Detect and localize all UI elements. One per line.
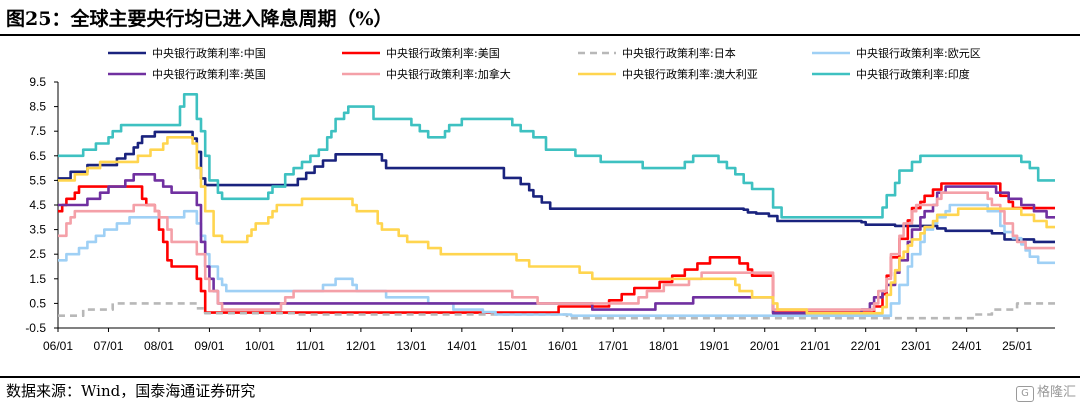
legend-label: 中央银行政策利率:英国 [152, 67, 266, 81]
watermark-logo-icon: G [1015, 386, 1034, 402]
top-rule [0, 34, 1080, 36]
line-chart: -0.5 0.5 1.5 2.5 3.5 4.5 5.5 6.5 7.5 8.5 9.5 06/01 0… [25, 46, 1055, 353]
x-tick-label: 21/01 [800, 339, 830, 353]
y-tick-label: 9.5 [29, 75, 46, 89]
x-tick-label: 11/01 [296, 339, 325, 353]
x-tick-label: 07/01 [93, 339, 123, 353]
x-tick-label: 18/01 [649, 339, 679, 353]
source-note: 数据来源：Wind，国泰海通证券研究 [6, 382, 256, 400]
y-tick-label: 7.5 [29, 124, 46, 138]
x-tick-label: 15/01 [497, 339, 527, 353]
x-tick-label: 22/01 [851, 339, 881, 353]
x-tick-label: 13/01 [396, 339, 426, 353]
series-line-5 [58, 191, 1055, 311]
legend-label: 中央银行政策利率:澳大利亚 [622, 67, 758, 81]
y-tick-label: 8.5 [29, 100, 46, 114]
x-tick-label: 20/01 [750, 339, 780, 353]
legend-label: 中央银行政策利率:美国 [386, 46, 500, 60]
bottom-rule [0, 376, 1080, 378]
y-tick-label: 4.5 [29, 198, 46, 212]
x-tick-label: 06/01 [43, 339, 73, 353]
series-line-3 [58, 203, 1055, 317]
watermark: G 格隆汇 [1015, 381, 1076, 402]
x-tick-label: 10/01 [245, 339, 275, 353]
x-tick-label: 16/01 [548, 339, 578, 353]
x-tick-label: 12/01 [346, 339, 376, 353]
figure-title: 图25：全球主要央行均已进入降息周期（%） [6, 8, 393, 30]
x-tick-label: 23/01 [901, 339, 931, 353]
y-tick-label: 5.5 [29, 173, 46, 187]
x-tick-label: 08/01 [144, 339, 174, 353]
x-tick-label: 17/01 [598, 339, 628, 353]
legend-label: 中央银行政策利率:中国 [152, 46, 266, 60]
x-tick-label: 24/01 [952, 339, 982, 353]
series-line-7 [58, 93, 1055, 219]
series-line-6 [58, 136, 1055, 315]
legend-label: 中央银行政策利率:日本 [622, 46, 736, 60]
x-tick-label: 25/01 [1002, 339, 1032, 353]
watermark-text: 格隆汇 [1036, 385, 1076, 400]
y-tick-label: 6.5 [29, 149, 46, 163]
x-tick-label: 14/01 [447, 339, 477, 353]
legend-label: 中央银行政策利率:印度 [856, 67, 970, 81]
legend-label: 中央银行政策利率:欧元区 [856, 46, 981, 60]
series-line-2 [58, 302, 1055, 320]
series-line-1 [58, 182, 1055, 314]
series-line-4 [58, 173, 1055, 315]
y-tick-label: 1.5 [29, 272, 46, 286]
y-tick-label: -0.5 [25, 321, 46, 335]
x-tick-label: 09/01 [194, 339, 224, 353]
y-tick-label: 3.5 [29, 223, 46, 237]
series-line-0 [58, 130, 1055, 244]
x-tick-label: 19/01 [699, 339, 729, 353]
y-tick-label: 2.5 [29, 247, 46, 261]
y-tick-label: 0.5 [29, 296, 46, 310]
legend-label: 中央银行政策利率:加拿大 [386, 67, 511, 81]
